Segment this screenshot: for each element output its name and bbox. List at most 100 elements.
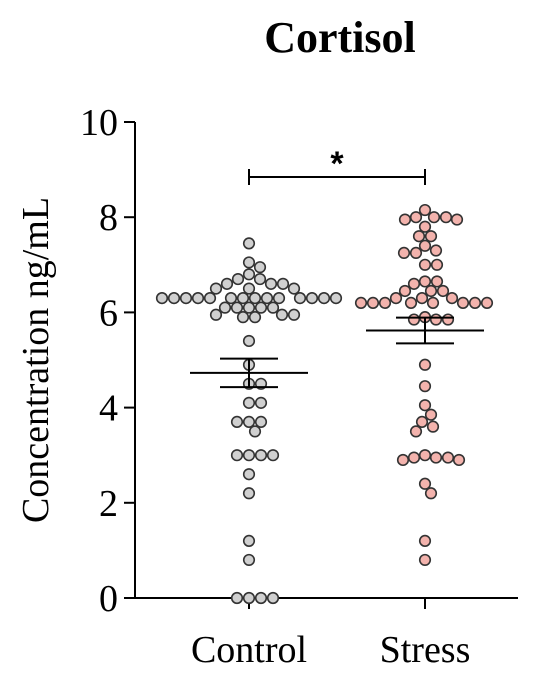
data-point-stress: [430, 275, 444, 288]
y-tick-label: 6: [99, 292, 118, 334]
data-point-control: [317, 292, 331, 305]
data-point-stress: [418, 258, 432, 271]
data-point-stress: [418, 399, 432, 412]
data-point-stress: [415, 292, 429, 305]
data-point-stress: [366, 296, 380, 309]
data-point-control: [242, 415, 256, 428]
data-point-control: [230, 591, 244, 605]
data-point-control: [179, 292, 193, 305]
data-point-stress: [441, 451, 455, 464]
data-point-control: [231, 272, 245, 286]
data-point-stress: [424, 487, 438, 500]
data-point-stress: [396, 453, 410, 467]
data-point-control: [242, 591, 256, 605]
data-point-stress: [404, 296, 418, 309]
data-point-stress: [418, 534, 432, 547]
data-point-control: [167, 292, 181, 305]
data-point-control: [209, 308, 223, 321]
data-point-stress: [424, 408, 438, 421]
data-point-control: [266, 591, 280, 605]
data-point-control: [236, 311, 250, 324]
data-point-control: [248, 425, 262, 438]
data-point-stress: [480, 296, 494, 309]
data-point-control: [305, 292, 319, 305]
data-point-stress: [409, 425, 423, 438]
data-point-stress: [429, 451, 443, 464]
data-point-stress: [418, 380, 432, 393]
data-point-stress: [424, 284, 438, 298]
data-point-control: [264, 277, 278, 290]
data-point-control: [155, 292, 169, 305]
data-point-control: [218, 301, 232, 314]
data-point-stress: [418, 239, 432, 252]
x-tick-label: Control: [191, 629, 307, 671]
data-point-stress: [429, 244, 443, 257]
data-point-stress: [418, 203, 432, 217]
data-point-control: [254, 301, 268, 314]
data-point-stress: [409, 211, 423, 224]
data-point-control: [236, 292, 250, 305]
data-point-stress: [407, 451, 421, 464]
data-point-control: [242, 237, 256, 250]
data-point-control: [248, 292, 262, 305]
data-point-control: [253, 272, 267, 286]
data-point-stress: [468, 296, 482, 309]
data-point-control: [242, 334, 256, 348]
data-point-stress: [441, 313, 455, 326]
data-point-stress: [407, 313, 421, 326]
data-point-stress: [418, 358, 432, 371]
data-point-control: [191, 292, 205, 305]
data-point-stress: [398, 284, 412, 298]
data-point-stress: [397, 246, 411, 259]
data-point-control: [242, 396, 256, 409]
data-point-stress: [412, 230, 426, 243]
data-point-control: [230, 301, 244, 314]
data-point-stress: [418, 275, 432, 288]
data-point-control: [253, 261, 267, 274]
data-point-stress: [354, 296, 368, 309]
y-tick-label: 10: [80, 102, 118, 144]
data-point-stress: [418, 220, 432, 233]
data-point-control: [242, 534, 256, 547]
data-point-control: [224, 292, 238, 305]
data-point-stress: [389, 292, 403, 305]
data-point-stress: [430, 258, 444, 271]
y-axis-label: Concentration ng/mL: [15, 197, 57, 523]
x-tick-label: Stress: [380, 629, 471, 671]
data-point-control: [242, 268, 256, 281]
data-point-control: [287, 308, 301, 321]
y-tick-label: 8: [99, 197, 118, 239]
significance-label: *: [330, 145, 344, 183]
data-point-control: [242, 487, 256, 500]
data-point-control: [242, 301, 256, 314]
data-point-control: [220, 277, 234, 290]
data-point-stress: [378, 296, 392, 309]
data-point-control: [254, 415, 268, 428]
data-point-control: [242, 256, 256, 269]
data-point-control: [287, 282, 301, 295]
data-point-stress: [427, 211, 441, 224]
data-point-control: [254, 449, 268, 462]
data-point-stress: [398, 213, 412, 226]
data-point-stress: [456, 296, 470, 309]
data-point-control: [260, 292, 274, 305]
data-point-control: [203, 292, 217, 305]
axes: 0 2 4 6 8 10 Control Stress: [80, 102, 518, 671]
data-point-control: [275, 308, 289, 321]
data-point-stress: [436, 284, 450, 298]
data-point-control: [242, 553, 256, 567]
data-point-control: [230, 449, 244, 462]
y-tick-label: 0: [99, 578, 118, 620]
data-point-control: [254, 591, 268, 605]
data-point-stress: [415, 415, 429, 428]
data-point-control: [276, 277, 290, 290]
data-point-control: [242, 449, 256, 462]
data-point-stress: [418, 553, 432, 567]
data-point-stress: [450, 213, 464, 226]
data-point-stress: [429, 313, 443, 326]
data-point-control: [329, 292, 343, 305]
data-point-control: [248, 311, 262, 324]
y-tick-label: 2: [99, 483, 118, 525]
data-point-stress: [418, 477, 432, 490]
